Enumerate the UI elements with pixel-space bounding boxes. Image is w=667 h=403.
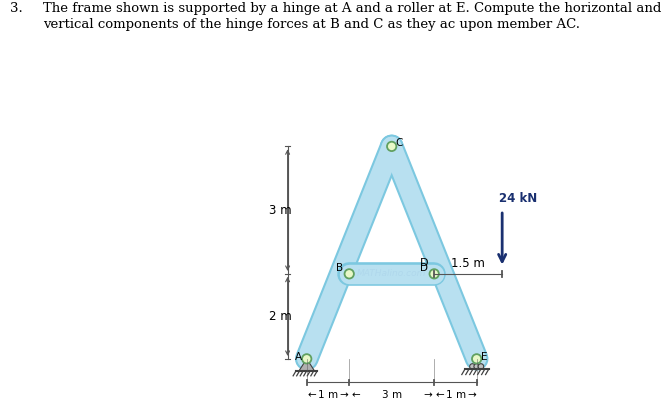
Circle shape: [478, 364, 484, 369]
Text: MATHalino.com: MATHalino.com: [357, 268, 426, 278]
Circle shape: [345, 269, 354, 278]
Text: The frame shown is supported by a hinge at A and a roller at E. Compute the hori: The frame shown is supported by a hinge …: [43, 2, 662, 15]
Circle shape: [470, 364, 475, 369]
Circle shape: [474, 364, 480, 369]
Text: 2 m: 2 m: [269, 310, 291, 323]
Text: 3 m: 3 m: [269, 204, 291, 217]
Circle shape: [472, 354, 482, 364]
Text: C: C: [396, 138, 403, 148]
Text: 24 kN: 24 kN: [499, 192, 537, 205]
Text: $\leftarrow$1 m$\rightarrow$: $\leftarrow$1 m$\rightarrow$: [433, 388, 478, 400]
Text: D: D: [420, 263, 428, 273]
Text: A: A: [295, 352, 301, 362]
Text: $\leftarrow$      3 m      $\rightarrow$: $\leftarrow$ 3 m $\rightarrow$: [350, 388, 434, 400]
Text: vertical components of the hinge forces at B and C as they ac upon member AC.: vertical components of the hinge forces …: [43, 18, 580, 31]
Text: 3.: 3.: [10, 2, 23, 15]
Circle shape: [302, 354, 311, 364]
Polygon shape: [299, 359, 314, 371]
Circle shape: [387, 142, 396, 151]
Text: $\leftarrow$1 m$\rightarrow$: $\leftarrow$1 m$\rightarrow$: [305, 388, 350, 400]
Text: E: E: [481, 352, 488, 362]
Circle shape: [430, 269, 439, 278]
Text: D: D: [420, 258, 429, 268]
Text: B: B: [336, 263, 343, 273]
Text: 1.5 m: 1.5 m: [452, 257, 485, 270]
